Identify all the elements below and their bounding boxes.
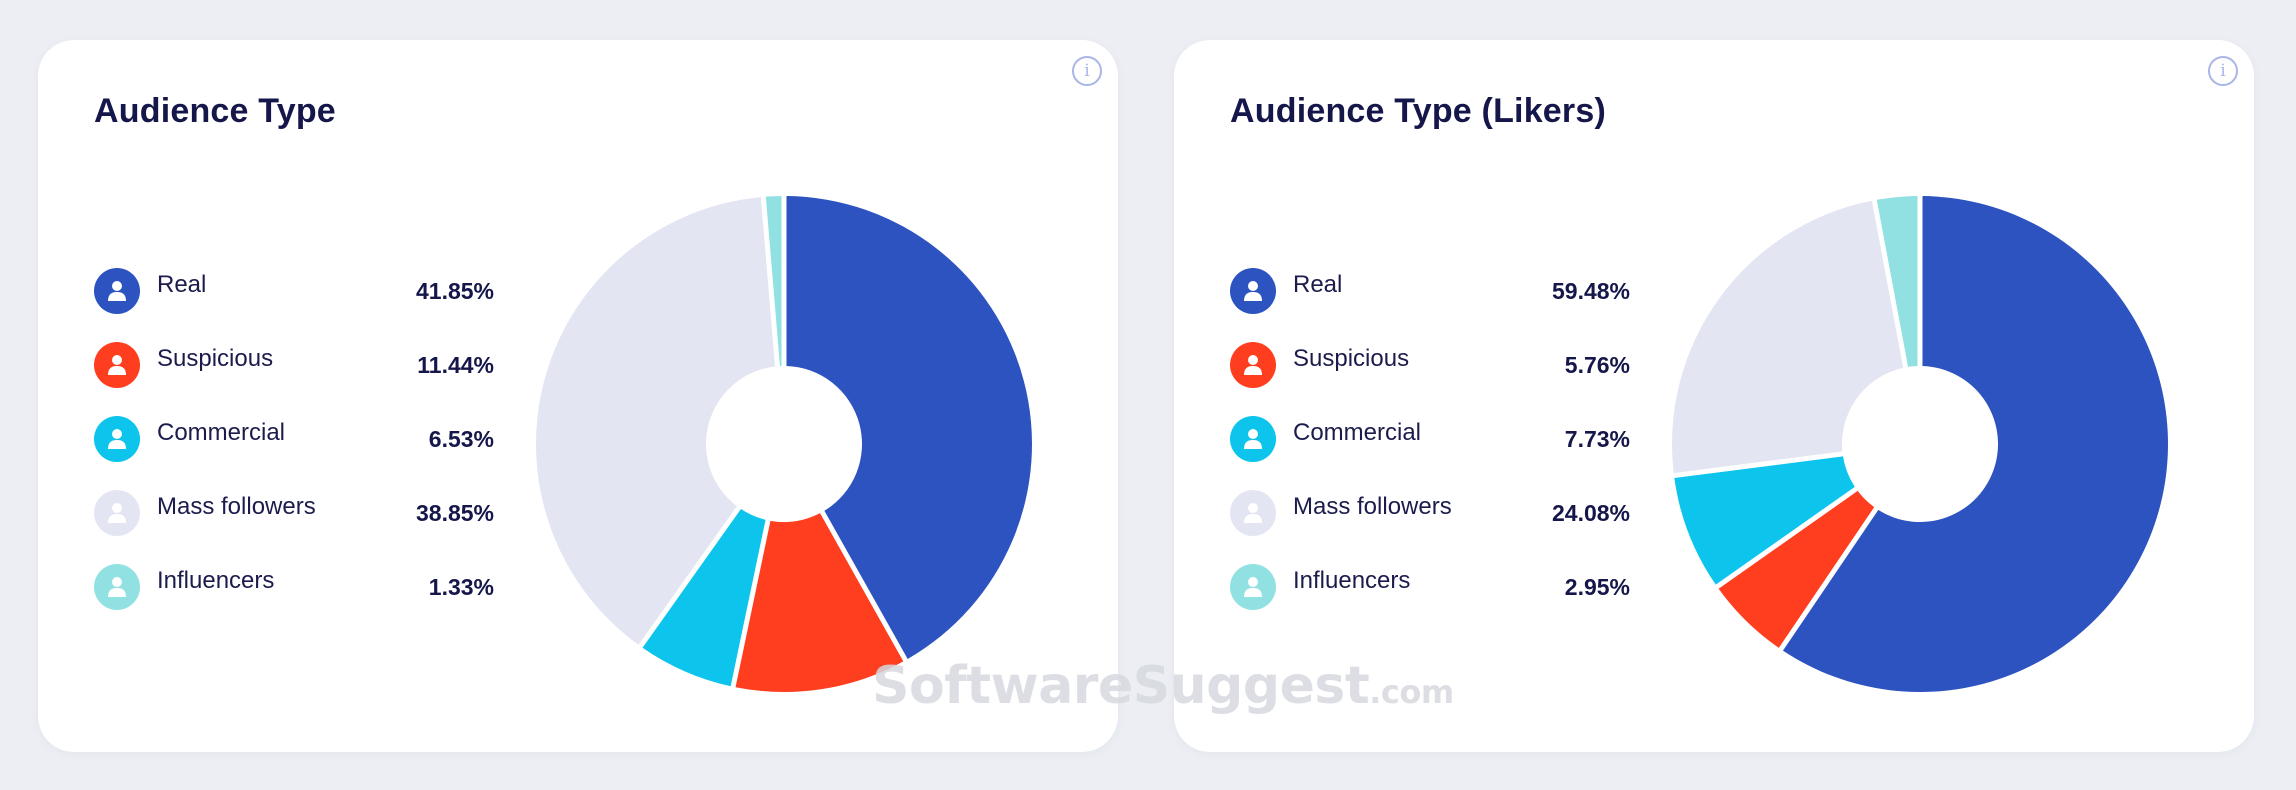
legend-value: 11.44%	[417, 352, 494, 378]
legend-item-suspicious: Suspicious 5.76%	[1230, 342, 1630, 416]
person-icon	[94, 268, 140, 314]
watermark-domain: .com	[1369, 673, 1454, 711]
person-icon	[1230, 268, 1276, 314]
legend-item-mass-followers: Mass followers 24.08%	[1230, 490, 1630, 564]
legend-label: Commercial	[1293, 419, 1422, 446]
pie-slice-mass-followers[interactable]	[1672, 200, 1904, 474]
legend-value: 2.95%	[1564, 574, 1630, 600]
legend-label: Influencers	[1293, 567, 1411, 594]
legend-label: Influencers	[157, 567, 275, 594]
person-icon	[1230, 416, 1276, 462]
pie-slice-influencers[interactable]	[765, 196, 782, 367]
legend-value: 6.53%	[428, 426, 494, 452]
pie-slice-real[interactable]	[1782, 196, 2168, 692]
person-icon	[94, 490, 140, 536]
pie-slice-real[interactable]	[786, 196, 1032, 659]
pie-slice-commercial[interactable]	[1674, 456, 1855, 585]
audience-type-card: Audience Type i Real 41.85% Suspicious 1…	[38, 40, 1118, 752]
legend-item-suspicious: Suspicious 11.44%	[94, 342, 494, 416]
pie-slice-suspicious[interactable]	[735, 513, 904, 692]
legend-value: 1.33%	[428, 574, 494, 600]
legend-item-real: Real 59.48%	[1230, 268, 1630, 342]
legend-value: 5.76%	[1564, 352, 1630, 378]
pie-slice-suspicious[interactable]	[1718, 490, 1875, 648]
legend-value: 38.85%	[415, 500, 494, 526]
legend-label: Suspicious	[1293, 345, 1410, 372]
donut-chart	[1672, 196, 2168, 692]
legend-item-mass-followers: Mass followers 38.85%	[94, 490, 494, 564]
watermark: SoftwareSuggest.com	[872, 656, 1454, 716]
legend-label: Suspicious	[157, 345, 274, 372]
legend: Real 41.85% Suspicious 11.44% Commercial…	[94, 268, 494, 638]
legend-value: 24.08%	[1551, 500, 1630, 526]
card-title: Audience Type	[94, 92, 336, 130]
legend-item-real: Real 41.85%	[94, 268, 494, 342]
legend-label: Real	[157, 271, 207, 298]
pie-slice-influencers[interactable]	[1876, 196, 1918, 367]
donut-chart	[536, 196, 1032, 692]
legend-item-commercial: Commercial 6.53%	[94, 416, 494, 490]
pie-slice-commercial[interactable]	[642, 509, 766, 687]
legend-label: Mass followers	[1293, 493, 1452, 520]
info-icon[interactable]: i	[1072, 56, 1102, 86]
legend-item-commercial: Commercial 7.73%	[1230, 416, 1630, 490]
person-icon	[94, 564, 140, 610]
person-icon	[1230, 564, 1276, 610]
legend-label: Mass followers	[157, 493, 316, 520]
legend-label: Real	[1293, 271, 1343, 298]
person-icon	[94, 416, 140, 462]
legend-label: Commercial	[157, 419, 286, 446]
info-icon[interactable]: i	[2208, 56, 2238, 86]
person-icon	[94, 342, 140, 388]
legend-value: 59.48%	[1551, 278, 1630, 304]
legend-value: 41.85%	[415, 278, 494, 304]
legend-item-influencers: Influencers 2.95%	[1230, 564, 1630, 638]
person-icon	[1230, 342, 1276, 388]
audience-type-likers-card: Audience Type (Likers) i Real 59.48% Sus…	[1174, 40, 2254, 752]
legend: Real 59.48% Suspicious 5.76% Commercial …	[1230, 268, 1630, 638]
card-title: Audience Type (Likers)	[1230, 92, 1606, 130]
person-icon	[1230, 490, 1276, 536]
legend-item-influencers: Influencers 1.33%	[94, 564, 494, 638]
pie-slice-mass-followers[interactable]	[536, 197, 776, 645]
legend-value: 7.73%	[1564, 426, 1630, 452]
watermark-brand: SoftwareSuggest	[872, 656, 1370, 716]
